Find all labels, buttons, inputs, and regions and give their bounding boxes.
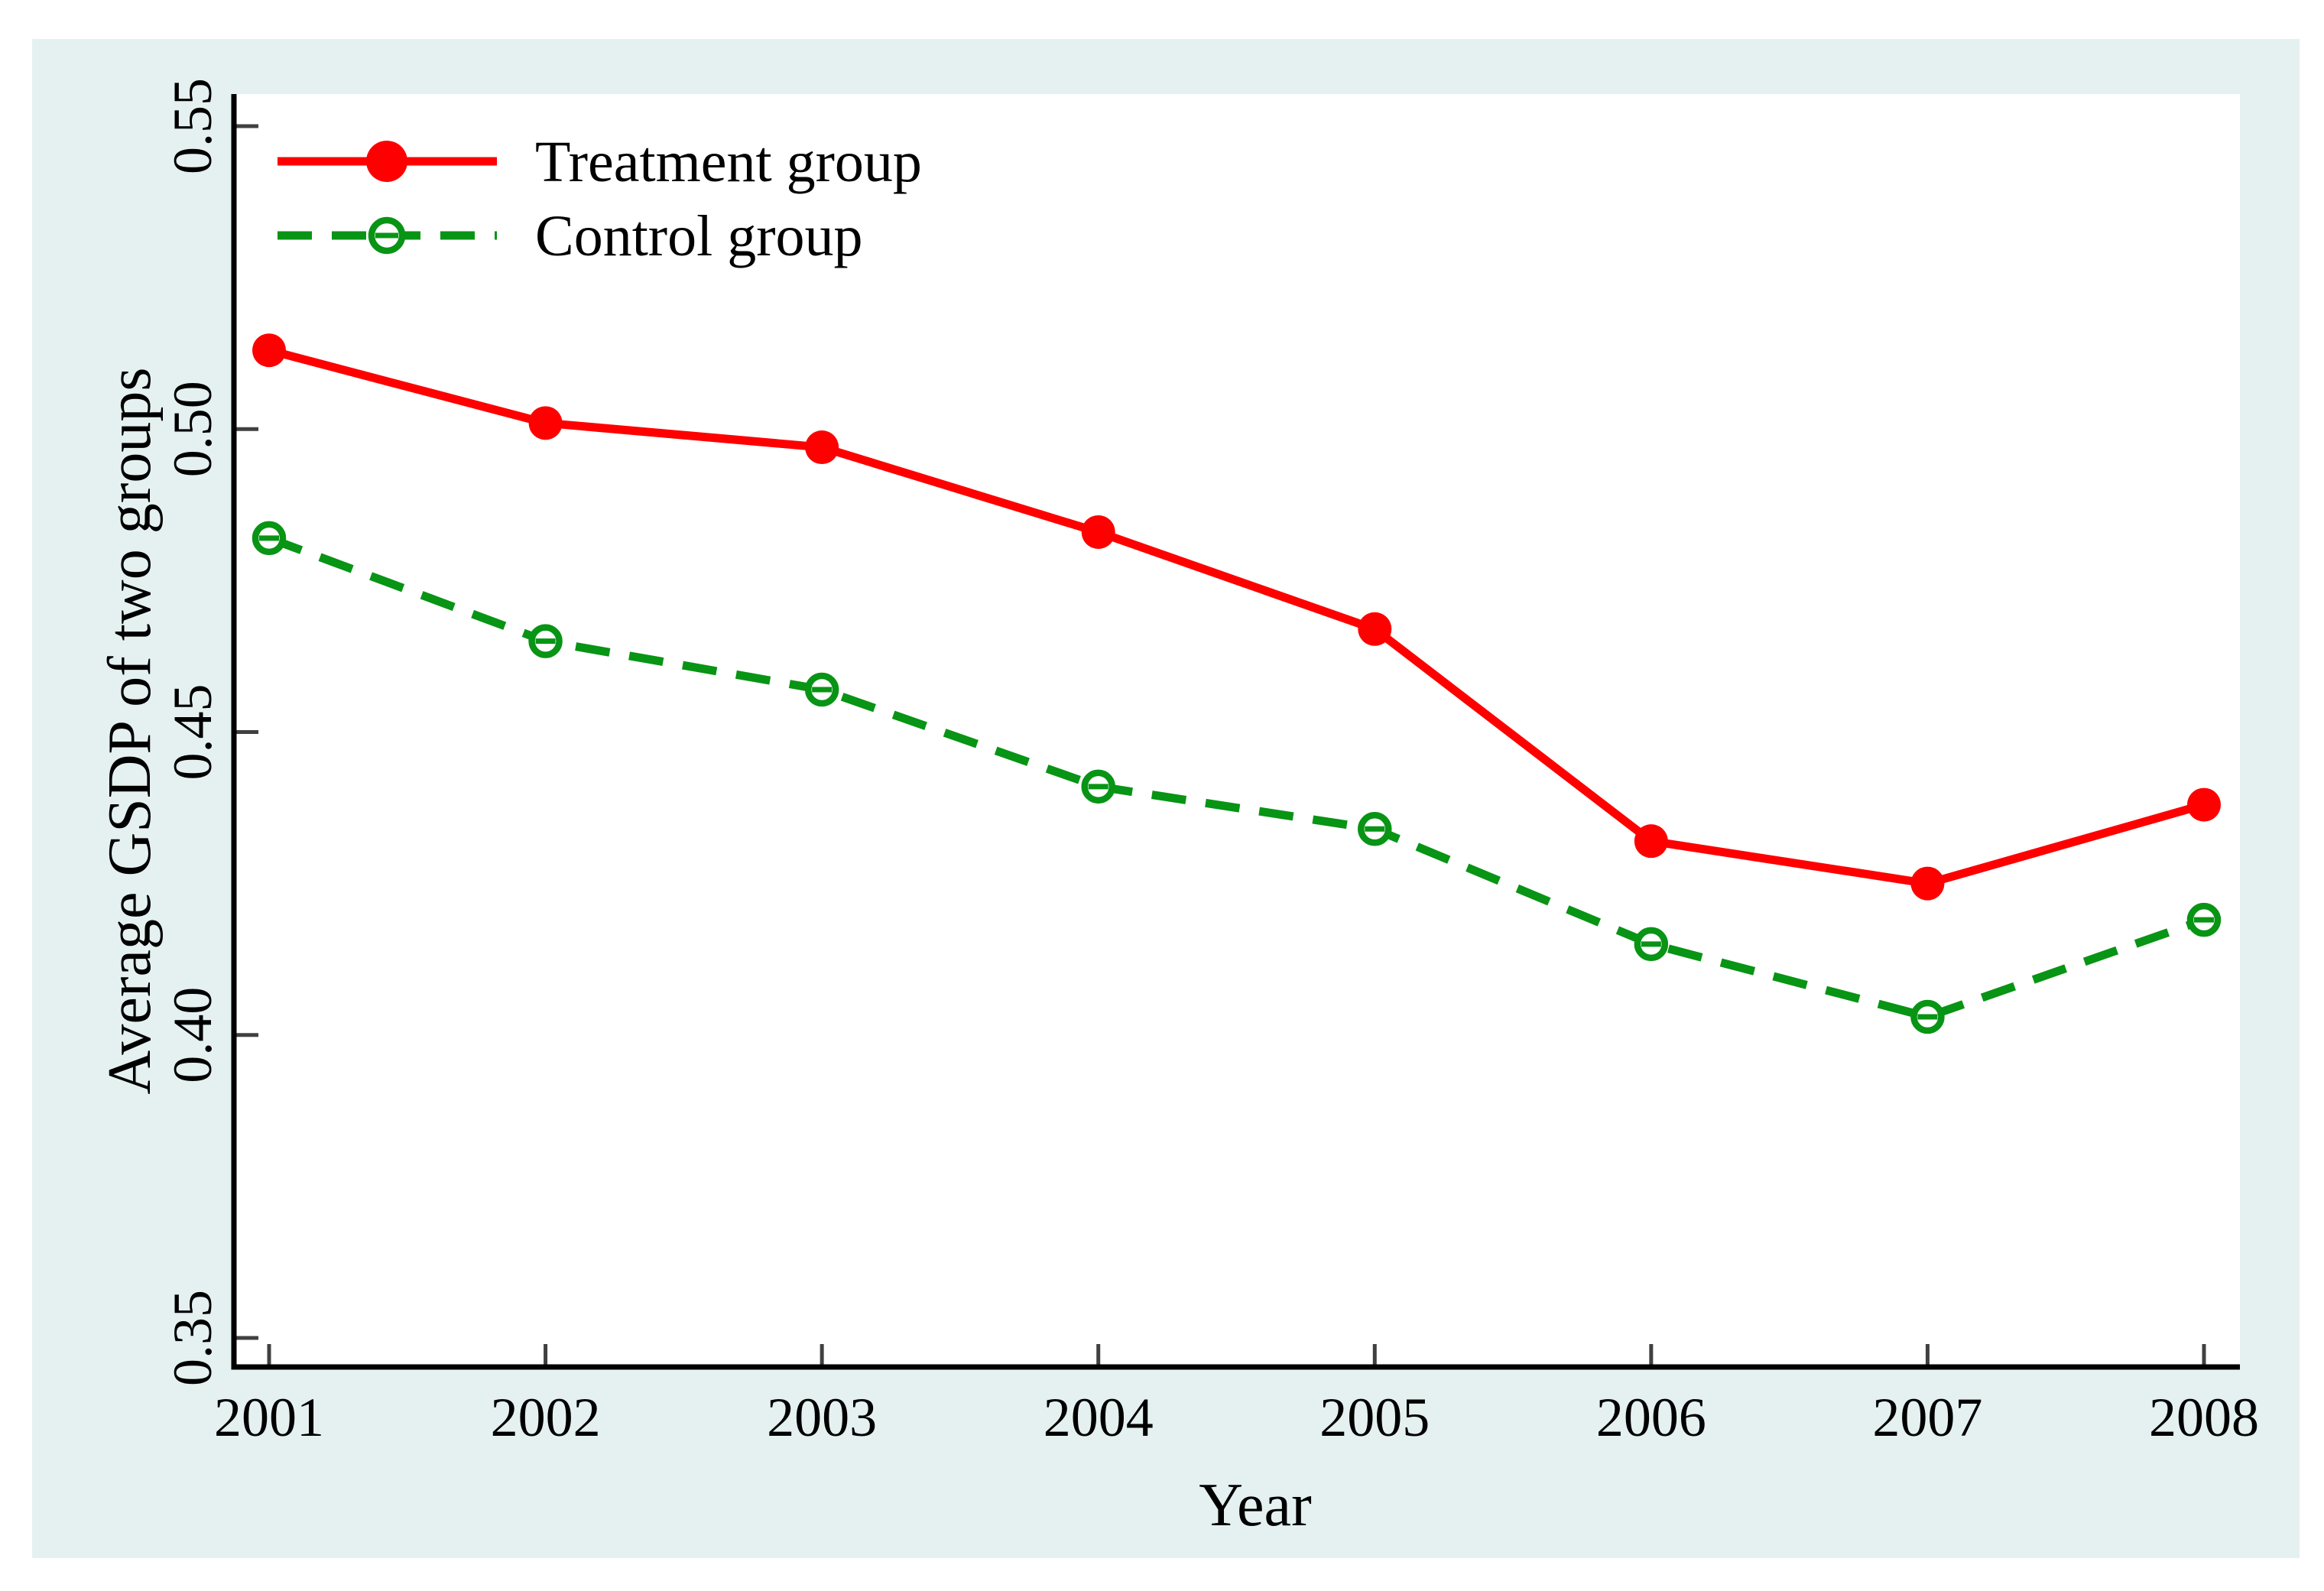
- chart-legend: Treatment group Control group: [278, 130, 922, 268]
- plot-area: [234, 94, 2240, 1367]
- data-point-marker: [1358, 612, 1392, 646]
- legend-label-treatment: Treatment group: [535, 130, 922, 194]
- x-tick-label: 2005: [1319, 1387, 1430, 1448]
- y-tick-label: 0.35: [162, 1290, 223, 1386]
- control-group-line: [268, 534, 2206, 1021]
- y-axis-title: Average GSDP of two groups: [96, 368, 164, 1095]
- treatment-group-line: [268, 346, 2206, 888]
- data-point-marker: [1634, 824, 1668, 859]
- y-tick-label: 0.55: [162, 78, 223, 174]
- x-tick-label: 2007: [1872, 1387, 1982, 1448]
- data-point-marker: [805, 430, 839, 465]
- x-tick-label: 2001: [214, 1387, 324, 1448]
- legend-sample-treatment: [278, 141, 497, 182]
- y-tick-label: 0.50: [162, 381, 223, 477]
- data-point-marker: [1910, 866, 1945, 901]
- x-tick-label: 2008: [2149, 1387, 2259, 1448]
- data-point-marker: [252, 333, 286, 368]
- x-tick-label: 2003: [767, 1387, 877, 1448]
- x-axis-title: Year: [1199, 1472, 1311, 1539]
- x-tick-label: 2004: [1044, 1387, 1154, 1448]
- x-tick-label: 2002: [491, 1387, 601, 1448]
- axis-lines: [231, 94, 2240, 1370]
- legend-label-control: Control group: [535, 204, 863, 268]
- y-tick-label: 0.40: [162, 987, 223, 1083]
- data-point-marker: [1081, 515, 1115, 549]
- legend-sample-control: [278, 216, 497, 255]
- y-tick-label: 0.45: [162, 684, 223, 781]
- legend-marker: [366, 141, 407, 182]
- x-tick-label: 2006: [1596, 1387, 1706, 1448]
- data-point-marker: [528, 406, 563, 440]
- data-point-marker: [2186, 787, 2221, 822]
- data-series: [252, 333, 2222, 1034]
